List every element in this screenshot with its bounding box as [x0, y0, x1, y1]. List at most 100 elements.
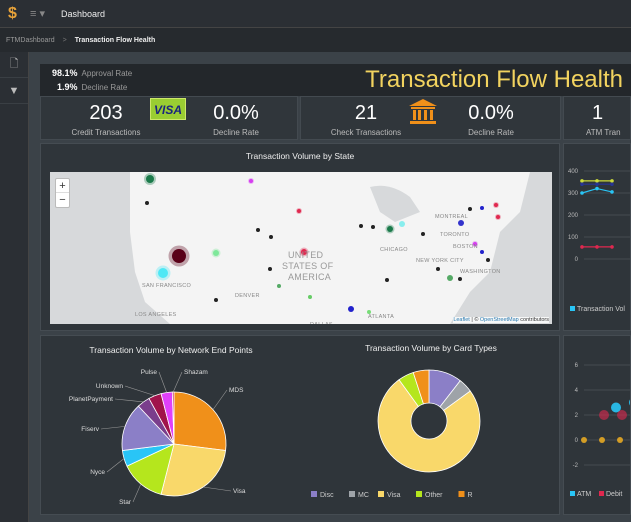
map-label: DENVER — [235, 293, 260, 299]
line-point[interactable] — [610, 190, 614, 194]
atm-count: 1 — [592, 102, 604, 124]
visa-logo: VISA — [150, 98, 186, 120]
map-marker[interactable] — [458, 220, 464, 226]
map-marker[interactable] — [387, 226, 393, 232]
map-marker[interactable] — [301, 249, 307, 255]
osm-link[interactable]: OpenStreetMap — [479, 317, 519, 323]
pie-slice-visa[interactable] — [377, 379, 481, 473]
map-marker[interactable] — [468, 207, 472, 211]
line-point[interactable] — [610, 179, 614, 183]
map-marker[interactable] — [494, 203, 498, 207]
map-marker[interactable] — [214, 298, 218, 302]
app-logo[interactable]: $ — [8, 4, 17, 22]
state-volume-map[interactable]: SEATTLE DENVER SAN FRANCISCO LOS ANGELES DAL… — [50, 172, 552, 324]
map-label: STATES OF — [282, 261, 334, 271]
line-point[interactable] — [595, 186, 599, 191]
legend-item[interactable]: Visa — [387, 492, 401, 499]
map-marker[interactable] — [367, 310, 371, 314]
scatter-chart: 6 4 2 0 -2 ATM Debit — [570, 363, 631, 498]
line-point[interactable] — [595, 182, 599, 186]
pie-slice-mds[interactable] — [173, 391, 227, 451]
map-marker[interactable] — [308, 295, 312, 299]
credit-decline-label: Decline Rate — [213, 128, 259, 137]
legend-item[interactable]: Disc — [320, 492, 334, 499]
line-point[interactable] — [610, 245, 614, 249]
bank-icon — [409, 99, 437, 124]
map-marker[interactable] — [277, 284, 281, 288]
line-point[interactable] — [580, 191, 584, 195]
menu-icon[interactable]: ≡ ▾ — [30, 8, 45, 20]
map-marker[interactable] — [473, 242, 477, 246]
pie-leader-line — [203, 486, 232, 492]
document-icon[interactable]: 🗋 — [0, 52, 28, 78]
map-marker[interactable] — [269, 235, 273, 239]
legend-item[interactable]: Other — [425, 492, 443, 499]
map-label: AMERICA — [288, 272, 332, 282]
y-tick-label: 300 — [568, 191, 579, 197]
map-marker[interactable] — [480, 206, 484, 210]
zoom-in-button[interactable]: + — [56, 179, 69, 193]
map-label: CHICAGO — [380, 247, 408, 253]
map-marker[interactable] — [385, 278, 389, 282]
atm-label: ATM Tran — [586, 128, 621, 137]
pie-slice-r[interactable] — [412, 369, 430, 405]
map-marker[interactable] — [348, 306, 354, 312]
map-marker[interactable] — [145, 201, 149, 205]
scatter-point[interactable] — [617, 437, 623, 443]
map-marker[interactable] — [486, 258, 490, 262]
check-label: Check Transactions — [330, 128, 402, 137]
zoom-out-button[interactable]: − — [59, 194, 66, 206]
legend-item[interactable]: MC — [358, 492, 369, 499]
scatter-point[interactable] — [617, 410, 627, 420]
scatter-point[interactable] — [581, 437, 587, 443]
map-marker[interactable] — [458, 277, 462, 281]
map-marker[interactable] — [371, 225, 375, 229]
line-point[interactable] — [595, 179, 599, 183]
pie-slice-visa[interactable] — [160, 443, 227, 497]
pie-label: Nyce — [90, 469, 105, 476]
pie-slice-fiserv[interactable] — [121, 405, 175, 451]
map-marker[interactable] — [268, 267, 272, 271]
line-point[interactable] — [580, 182, 584, 186]
pie-label: Shazam — [184, 369, 208, 376]
scatter-point[interactable] — [599, 437, 605, 443]
map-marker[interactable] — [213, 250, 219, 256]
scatter-point[interactable] — [629, 398, 631, 408]
map-marker[interactable] — [421, 232, 425, 236]
pie-panel: Transaction Volume by Network End Points… — [40, 335, 560, 515]
map-marker[interactable] — [146, 175, 154, 183]
map-marker[interactable] — [447, 275, 453, 281]
legend-item[interactable]: R — [468, 492, 473, 499]
scatter-point[interactable] — [611, 402, 621, 413]
line-point[interactable] — [580, 179, 584, 183]
map-marker[interactable] — [399, 221, 405, 227]
legend-swatch — [570, 306, 575, 311]
line-point[interactable] — [580, 245, 584, 249]
breadcrumb-separator: > — [62, 36, 67, 44]
scatter-point[interactable] — [599, 410, 609, 420]
filter-icon[interactable]: ▼ — [0, 78, 28, 104]
map-marker[interactable] — [158, 268, 168, 278]
map-marker[interactable] — [297, 209, 301, 213]
map-marker[interactable] — [256, 228, 260, 232]
legend-item[interactable]: Transaction Vol — [577, 306, 625, 313]
line-point[interactable] — [610, 182, 614, 186]
map-marker[interactable] — [436, 267, 440, 271]
legend-item[interactable]: Debit — [606, 491, 622, 498]
line-point[interactable] — [595, 245, 599, 249]
legend-item[interactable]: ATM — [577, 491, 591, 498]
map-label: NEW YORK CITY — [416, 258, 464, 264]
y-tick-label: 100 — [568, 235, 579, 241]
legend-swatch — [416, 491, 422, 497]
breadcrumb-parent[interactable]: FTMDashboard — [6, 36, 55, 44]
map-marker[interactable] — [359, 224, 363, 228]
map-marker[interactable] — [480, 250, 484, 254]
map-marker[interactable] — [249, 179, 253, 183]
legend-swatch — [349, 491, 355, 497]
pie-leader-line — [106, 458, 125, 473]
map-marker[interactable] — [172, 249, 186, 263]
y-tick-label: 2 — [575, 413, 579, 419]
leaflet-link[interactable]: Leaflet — [453, 317, 470, 323]
map-marker[interactable] — [496, 215, 500, 219]
top-bar: $ ≡ ▾ Dashboard — [0, 0, 631, 28]
